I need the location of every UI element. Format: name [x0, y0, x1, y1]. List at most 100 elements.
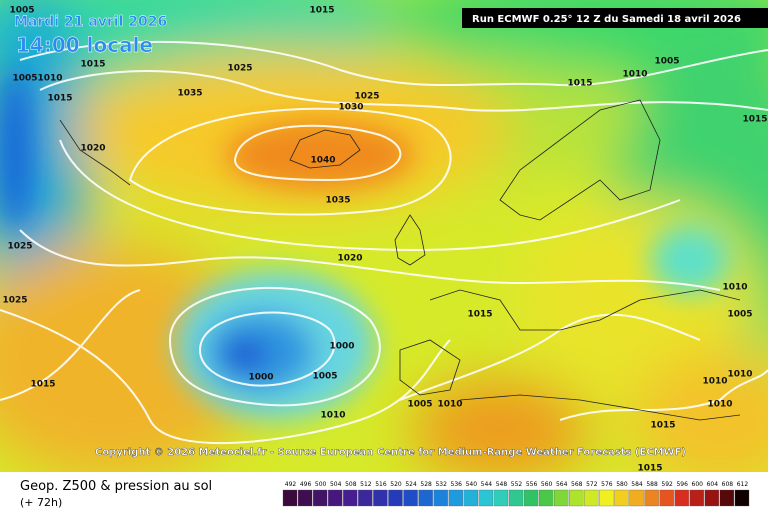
scale-label: 512 [360, 481, 372, 488]
color-swatch [659, 489, 674, 507]
color-swatch [599, 489, 614, 507]
scale-label: 548 [496, 481, 508, 488]
scale-label: 496 [300, 481, 312, 488]
isobar-label: 1005 [312, 372, 337, 382]
scale-label: 568 [571, 481, 583, 488]
coastlines [59, 99, 741, 421]
scale-label: 576 [601, 481, 613, 488]
color-swatch [478, 489, 494, 507]
isobar-label: 1005 [727, 310, 752, 320]
isobar-label: 1000 [329, 342, 354, 352]
run-info: Run ECMWF 0.25° 12 Z du Samedi 18 avril … [472, 14, 741, 25]
scale-label: 532 [435, 481, 447, 488]
copyright: Copyright © 2026 Meteociel.fr - Source E… [95, 447, 686, 458]
isobar-label: 1015 [80, 60, 105, 70]
scale-label: 604 [707, 481, 719, 488]
scale-label: 508 [345, 481, 357, 488]
isobar-label: 1005 [407, 400, 432, 410]
color-swatch [328, 489, 343, 507]
isobar-label: 1020 [80, 144, 105, 154]
isobar-label: 1005 [12, 74, 37, 84]
scale-label: 552 [511, 481, 523, 488]
isobar-label: 1025 [7, 242, 32, 252]
isobar-label: 1010 [707, 400, 732, 410]
scale-label: 500 [315, 481, 327, 488]
color-swatch [508, 489, 524, 507]
color-swatch [554, 489, 569, 507]
isobar-label: 1010 [702, 377, 727, 387]
color-swatch [433, 489, 448, 507]
scale-label: 584 [631, 481, 643, 488]
scale-label: 524 [405, 481, 417, 488]
scale-label: 596 [676, 481, 688, 488]
header: Mardi 21 avril 2026 14:00 locale Run ECM… [14, 8, 768, 57]
scale-label: 572 [586, 481, 598, 488]
color-swatch [629, 489, 644, 507]
isobar-label: 1000 [248, 373, 273, 383]
isobar-label: 1015 [650, 421, 675, 431]
scale-label: 540 [466, 481, 478, 488]
scale-label: 556 [526, 481, 538, 488]
color-swatch [523, 489, 539, 507]
scale-label: 492 [285, 481, 297, 488]
legend-lead: (+ 72h) [20, 496, 62, 509]
scale-label: 608 [722, 481, 734, 488]
isobar-label: 1040 [310, 156, 335, 166]
color-swatch [418, 489, 433, 507]
forecast-date: Mardi 21 avril 2026 [14, 14, 167, 30]
scale-label: 600 [692, 481, 704, 488]
scale-label: 528 [420, 481, 432, 488]
isobar-label: 1010 [622, 70, 647, 80]
isobar-label: 1025 [354, 92, 379, 102]
isobar-label: 1020 [337, 254, 362, 264]
isobar-label: 1015 [30, 380, 55, 390]
scale-label: 580 [616, 481, 628, 488]
color-swatch [674, 489, 689, 507]
color-swatch [312, 489, 328, 507]
color-swatch [614, 489, 629, 507]
color-swatch [448, 489, 463, 507]
legend-title: Geop. Z500 & pression au sol [20, 479, 212, 494]
scale-label: 504 [330, 481, 342, 488]
isobar-label: 1035 [177, 89, 202, 99]
color-swatch [282, 489, 298, 507]
color-swatch [584, 489, 599, 507]
forecast-time: 14:00 locale [16, 33, 153, 57]
isobar-label: 1010 [722, 283, 747, 293]
color-swatch [358, 489, 373, 507]
isobar-label: 1010 [37, 74, 62, 84]
color-swatch [719, 489, 735, 507]
isobar-label: 1015 [742, 115, 767, 125]
scale-label: 544 [481, 481, 493, 488]
isobar-label: 1005 [654, 57, 679, 67]
color-swatch [403, 489, 418, 507]
scale-label: 516 [375, 481, 387, 488]
isobar-label: 1015 [47, 94, 72, 104]
isobar-label: 1030 [338, 103, 363, 113]
color-swatch [373, 489, 388, 507]
scale-label: 520 [390, 481, 402, 488]
color-swatch [297, 489, 313, 507]
scale-label: 588 [646, 481, 658, 488]
scale-label: 536 [451, 481, 463, 488]
color-swatch [644, 489, 659, 507]
isobar-label: 1015 [567, 79, 592, 89]
scale-label: 564 [556, 481, 568, 488]
isobar-label: 1035 [325, 196, 350, 206]
isobar-label: 1025 [227, 64, 252, 74]
scale-label: 612 [737, 481, 749, 488]
isobar-label: 1005 [9, 6, 34, 16]
isobars [0, 40, 768, 445]
color-swatch [689, 489, 704, 507]
color-swatch [569, 489, 584, 507]
isobar-label: 1015 [467, 310, 492, 320]
isobar-label: 1025 [2, 296, 27, 306]
color-swatch [493, 489, 509, 507]
isobar-label: 1010 [437, 400, 462, 410]
scale-label: 592 [661, 481, 673, 488]
colorbar: 492 496 500 504 508 512 516 520 524 528 532 536 540 5… [282, 481, 750, 507]
isobar-label: 1010 [320, 411, 345, 421]
color-swatch [734, 489, 750, 507]
